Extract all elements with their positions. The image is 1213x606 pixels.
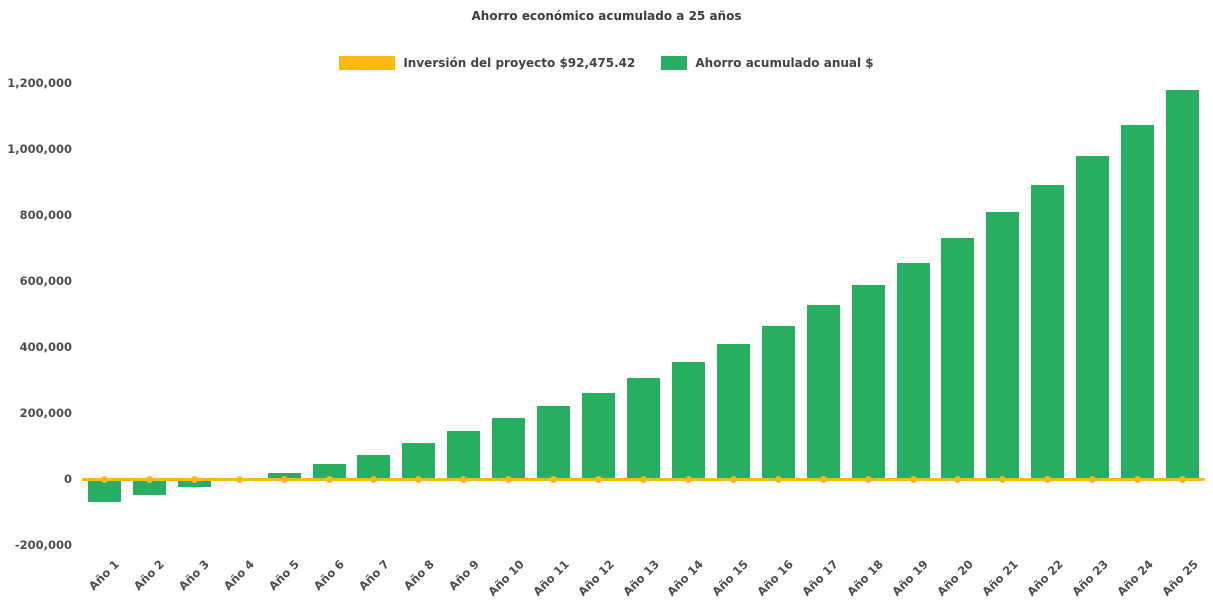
y-axis-tick-label: 600,000: [19, 274, 72, 288]
investment-line-marker: [999, 475, 1007, 483]
legend-line-swatch: [339, 56, 396, 70]
investment-line-marker: [595, 475, 603, 483]
investment-line-marker: [325, 475, 333, 483]
bar-año-25: [1166, 89, 1200, 479]
legend-square-swatch: [661, 56, 688, 70]
chart-title: Ahorro económico acumulado a 25 años: [471, 9, 742, 23]
chart-legend: Inversión del proyecto $92,475.42 Ahorro …: [0, 56, 1213, 70]
investment-line-marker: [1179, 475, 1187, 483]
y-axis-tick-label: 0: [63, 472, 72, 486]
investment-line-marker: [640, 475, 647, 483]
investment-line-marker: [774, 475, 782, 483]
investment-line-marker: [729, 475, 737, 483]
bar-año-9: [447, 431, 481, 479]
bar-año-16: [761, 325, 795, 479]
investment-line-marker: [190, 475, 198, 483]
investment-line-marker: [100, 475, 108, 483]
bar-año-21: [986, 212, 1020, 479]
investment-line-marker: [505, 475, 513, 483]
bar-año-2: [132, 479, 166, 495]
bar-año-10: [492, 418, 526, 479]
bar-año-7: [357, 454, 391, 479]
bar-año-6: [312, 464, 346, 479]
y-axis-tick-label: 800,000: [19, 208, 72, 222]
bar-año-24: [1121, 124, 1155, 479]
x-axis-tick-label: Año 1: [86, 557, 123, 594]
bar-año-23: [1076, 156, 1110, 479]
legend-label: Ahorro acumulado anual $: [695, 56, 874, 70]
y-axis-tick-label: 200,000: [19, 406, 72, 420]
bar-año-14: [671, 362, 705, 479]
investment-line-marker: [1044, 475, 1052, 483]
legend-item: Ahorro acumulado anual $: [661, 56, 874, 70]
bar-año-8: [402, 443, 436, 479]
legend-label: Inversión del proyecto $92,475.42: [403, 56, 636, 70]
bar-año-17: [806, 305, 840, 479]
investment-line-marker: [819, 475, 827, 483]
investment-line-marker: [954, 475, 962, 483]
bar-año-11: [537, 405, 571, 479]
investment-line-marker: [1089, 475, 1097, 483]
y-axis-tick-label: 1,200,000: [7, 76, 72, 90]
legend-item: Inversión del proyecto $92,475.42: [339, 56, 635, 70]
bar-año-19: [896, 262, 930, 479]
investment-line-marker: [1134, 475, 1142, 483]
y-axis-tick-label: 400,000: [19, 340, 72, 354]
bar-año-18: [851, 284, 885, 479]
investment-line-marker: [909, 475, 917, 483]
bar-año-12: [582, 392, 616, 479]
investment-line-marker: [460, 475, 468, 483]
bar-año-22: [1031, 185, 1065, 479]
bar-año-1: [87, 479, 121, 503]
investment-line-marker: [370, 475, 378, 483]
investment-line-marker: [864, 475, 872, 483]
y-axis-tick-label: -200,000: [14, 538, 72, 552]
investment-line-marker: [280, 475, 288, 483]
investment-line-marker: [235, 475, 243, 483]
bar-año-15: [716, 344, 750, 479]
bar-año-3: [177, 479, 211, 487]
y-axis-tick-label: 1,000,000: [7, 142, 72, 156]
investment-line-marker: [415, 475, 423, 483]
bar-año-13: [627, 378, 660, 479]
investment-line-marker: [550, 475, 558, 483]
investment-line-marker: [145, 475, 153, 483]
investment-line-marker: [684, 475, 692, 483]
bar-año-20: [941, 238, 975, 479]
